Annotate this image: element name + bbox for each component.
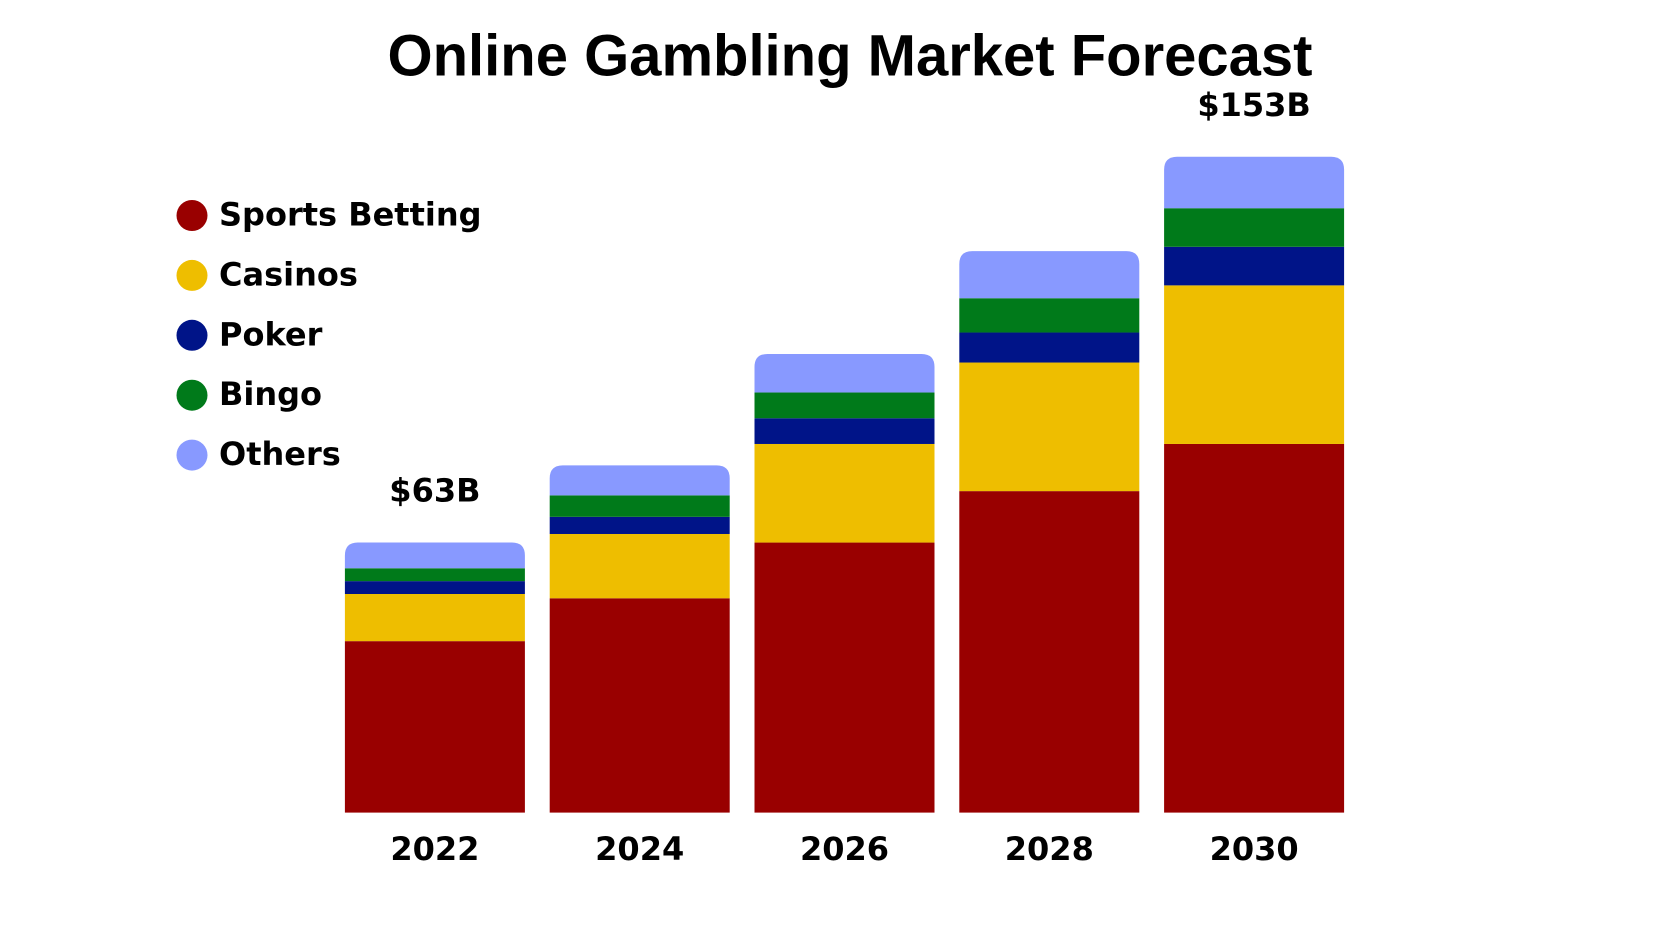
bar-segment — [754, 443, 935, 543]
bar-segment — [754, 353, 935, 393]
x-tick-label: 2026 — [800, 830, 889, 868]
total-label: $153B — [1197, 86, 1310, 124]
bar-segment — [754, 392, 935, 419]
bar-segment — [1164, 208, 1345, 247]
bar-segment — [344, 581, 525, 594]
x-tick-label: 2030 — [1210, 830, 1299, 868]
legend-swatch — [176, 319, 208, 351]
x-tick-label: 2028 — [1005, 830, 1094, 868]
legend-label: Sports Betting — [219, 196, 482, 234]
bar-segment — [344, 568, 525, 582]
legend-label: Bingo — [219, 375, 322, 413]
bar-segment — [959, 251, 1140, 299]
bar-segment — [344, 593, 525, 642]
bar-segment — [549, 495, 730, 517]
bar-segment — [959, 298, 1140, 333]
bar-segment — [549, 465, 730, 496]
legend-swatch — [176, 200, 208, 231]
bar-segment — [959, 332, 1140, 363]
legend-swatch — [176, 439, 208, 471]
bar-segment — [754, 418, 935, 444]
bar-segment — [549, 533, 730, 599]
legend-label: Casinos — [219, 255, 358, 293]
legend-label: Poker — [219, 315, 323, 353]
bar-segment — [1164, 156, 1345, 209]
legend-label: Others — [219, 435, 341, 473]
bar-segment — [549, 516, 730, 534]
legend-swatch — [176, 379, 208, 411]
legend-swatch — [176, 259, 208, 291]
total-label: $63B — [389, 472, 480, 510]
bar-segment — [344, 641, 525, 813]
bar-segment — [754, 542, 935, 813]
x-tick-label: 2022 — [390, 830, 479, 868]
bar-segment — [1164, 285, 1345, 444]
bar-segment — [959, 491, 1140, 813]
chart-title: Online Gambling Market Forecast — [388, 23, 1313, 88]
bar-segment — [1164, 443, 1345, 813]
bar-segment — [959, 362, 1140, 492]
bar-segment — [549, 598, 730, 813]
bar-segment — [1164, 246, 1345, 286]
x-tick-label: 2024 — [595, 830, 684, 868]
bar-segment — [344, 542, 525, 569]
